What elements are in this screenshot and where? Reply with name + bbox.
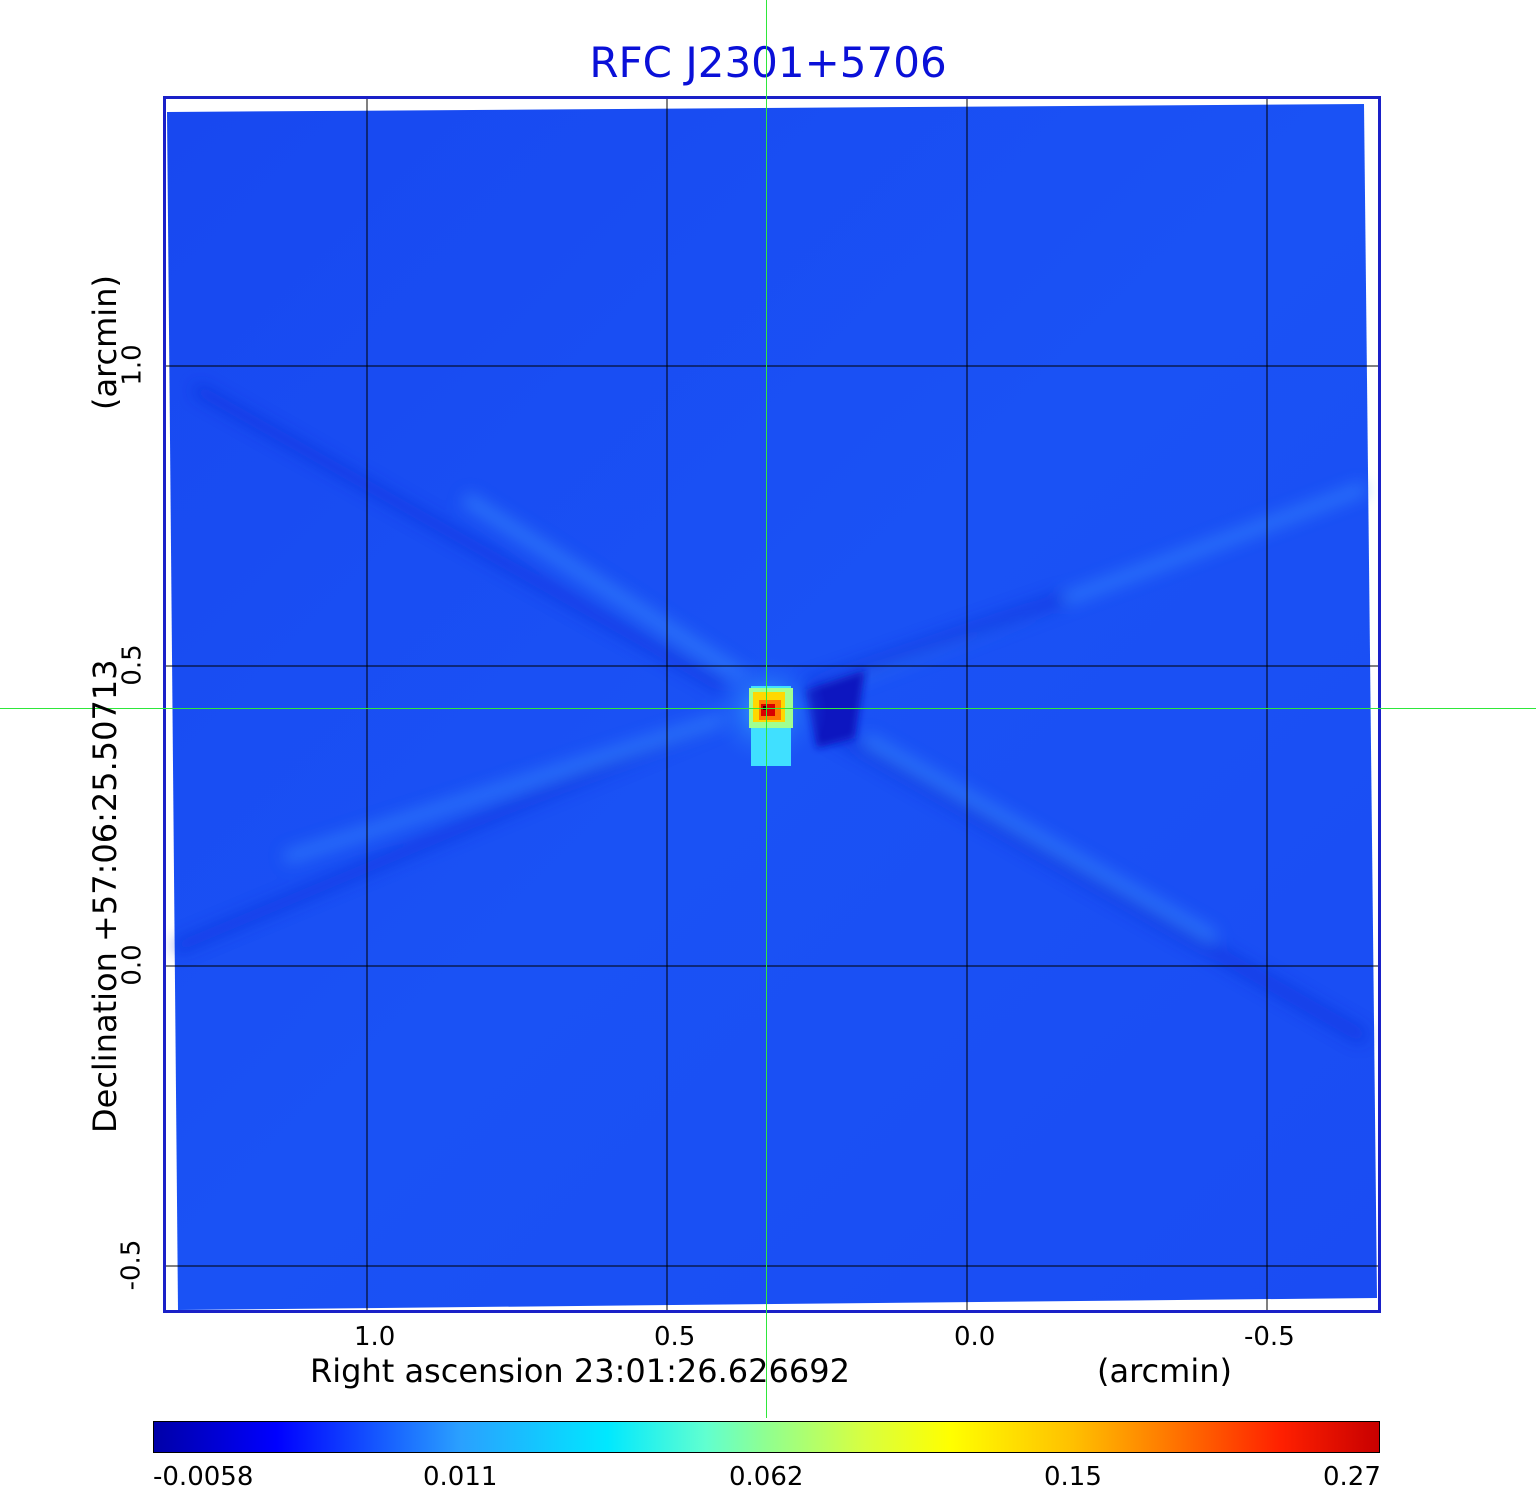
x-tick-label: 1.0 xyxy=(354,1322,396,1352)
colorbar-tick-label: 0.062 xyxy=(729,1462,804,1492)
radio-map-panel[interactable] xyxy=(165,98,1379,1311)
x-tick-label: 0.5 xyxy=(654,1322,696,1352)
colorbar-tick-label: 0.27 xyxy=(1323,1462,1381,1492)
colorbar-tick-label: -0.0058 xyxy=(153,1462,254,1492)
x-axis-label: Right ascension 23:01:26.626692 xyxy=(310,1352,850,1390)
central-source xyxy=(749,686,793,766)
crosshair-vertical xyxy=(766,0,767,1418)
y-axis-label: Declination +57:06:25.50713 xyxy=(86,659,124,1133)
x-axis-unit: (arcmin) xyxy=(1097,1352,1232,1390)
crosshair-horizontal xyxy=(0,708,1536,709)
y-axis-unit: (arcmin) xyxy=(86,275,124,410)
colorbar-tick-label: 0.15 xyxy=(1044,1462,1102,1492)
colorbar-tick-label: 0.011 xyxy=(423,1462,498,1492)
x-tick-label: 0.0 xyxy=(954,1322,996,1352)
x-tick-label: -0.5 xyxy=(1244,1322,1295,1352)
colorbar xyxy=(153,1421,1380,1453)
y-tick-label: -0.5 xyxy=(116,1239,147,1291)
image-title: RFC J2301+5706 xyxy=(589,38,947,87)
radio-map-image xyxy=(165,98,1379,1311)
